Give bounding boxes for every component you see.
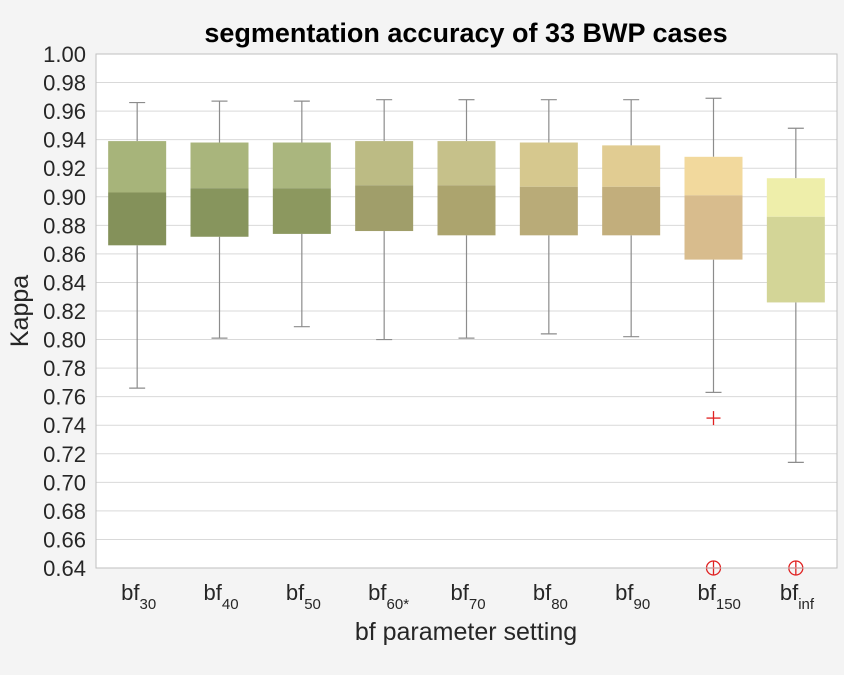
- x-tick-base: bf: [204, 580, 223, 605]
- x-tick-subscript: 90: [634, 596, 651, 613]
- y-tick-label: 0.94: [43, 128, 86, 153]
- x-tick-label: bf90: [615, 580, 650, 613]
- box-lower-quartile: [602, 186, 661, 236]
- y-tick-label: 0.78: [43, 356, 86, 381]
- x-tick-subscript: 30: [140, 596, 157, 613]
- y-tick-label: 0.72: [43, 442, 86, 467]
- x-tick-subscript: 60*: [387, 596, 410, 613]
- chart-title: segmentation accuracy of 33 BWP cases: [204, 18, 727, 48]
- box-lower-quartile: [684, 195, 743, 260]
- y-tick-label: 0.98: [43, 71, 86, 96]
- box-upper-quartile: [108, 141, 167, 193]
- y-tick-label: 0.96: [43, 99, 86, 124]
- x-tick-label: bf50: [286, 580, 321, 613]
- x-tick-subscript: 70: [469, 596, 486, 613]
- y-tick-label: 0.90: [43, 185, 86, 210]
- box-upper-quartile: [519, 142, 578, 187]
- y-tick-label: 0.82: [43, 299, 86, 324]
- x-tick-label: bf80: [533, 580, 568, 613]
- y-tick-label: 0.88: [43, 213, 86, 238]
- box-plots: [108, 97, 825, 576]
- x-tick-base: bf: [368, 580, 387, 605]
- box-5: [519, 99, 578, 335]
- x-tick-subscript: 40: [222, 596, 239, 613]
- y-tick-label: 0.64: [43, 556, 86, 581]
- x-tick-base: bf: [533, 580, 552, 605]
- box-lower-quartile: [108, 192, 167, 246]
- x-tick-label: bf30: [121, 580, 156, 613]
- y-tick-label: 0.84: [43, 270, 86, 295]
- box-0: [108, 101, 167, 389]
- box-7: [684, 97, 743, 576]
- y-tick-label: 0.74: [43, 413, 86, 438]
- x-tick-label: bf40: [204, 580, 239, 613]
- plot-border: [95, 53, 838, 569]
- box-6: [602, 99, 661, 338]
- box-lower-quartile: [519, 186, 578, 236]
- x-tick-label: bf150: [698, 580, 741, 613]
- box-lower-quartile: [766, 216, 825, 303]
- y-tick-label: 0.76: [43, 385, 86, 410]
- y-tick-label: 0.86: [43, 242, 86, 267]
- x-tick-label: bfinf: [780, 580, 815, 613]
- x-tick-base: bf: [451, 580, 470, 605]
- box-upper-quartile: [190, 142, 249, 189]
- box-lower-quartile: [437, 185, 496, 236]
- x-tick-base: bf: [286, 580, 305, 605]
- y-axis-label: Kappa: [6, 275, 34, 347]
- box-upper-quartile: [437, 141, 496, 186]
- x-tick-base: bf: [698, 580, 717, 605]
- box-lower-quartile: [272, 188, 331, 234]
- box-upper-quartile: [355, 141, 414, 186]
- box-3: [355, 99, 414, 341]
- box-1: [190, 100, 249, 339]
- y-tick-label: 1.00: [43, 42, 86, 67]
- box-upper-quartile: [684, 156, 743, 196]
- y-tick-labels: 0.64 0.66 0.68 0.70 0.72 0.74 0.76 0.78 0.80 0.82…: [43, 42, 86, 581]
- box-upper-quartile: [602, 145, 661, 187]
- x-tick-subscript: 80: [551, 596, 568, 613]
- x-tick-subscript: 150: [716, 596, 741, 613]
- x-tick-label: bf60*: [368, 580, 409, 613]
- x-tick-label: bf70: [451, 580, 486, 613]
- x-tick-base: bf: [615, 580, 634, 605]
- x-tick-labels: bf30 bf40 bf50 bf60* bf70 bf80 bf90 bf150 bfinf: [121, 580, 815, 613]
- y-tick-label: 0.70: [43, 470, 86, 495]
- box-lower-quartile: [190, 188, 249, 237]
- box-2: [272, 100, 331, 328]
- y-tick-label: 0.92: [43, 156, 86, 181]
- box-upper-quartile: [766, 178, 825, 217]
- x-tick-subscript: 50: [304, 596, 321, 613]
- box-lower-quartile: [355, 185, 414, 232]
- x-axis-label: bf parameter setting: [355, 618, 577, 646]
- y-tick-label: 0.68: [43, 499, 86, 524]
- x-tick-subscript: inf: [798, 596, 815, 613]
- y-tick-label: 0.66: [43, 527, 86, 552]
- box-4: [437, 99, 496, 339]
- y-tick-label: 0.80: [43, 328, 86, 353]
- x-tick-base: bf: [780, 580, 799, 605]
- x-tick-base: bf: [121, 580, 140, 605]
- box-upper-quartile: [272, 142, 331, 189]
